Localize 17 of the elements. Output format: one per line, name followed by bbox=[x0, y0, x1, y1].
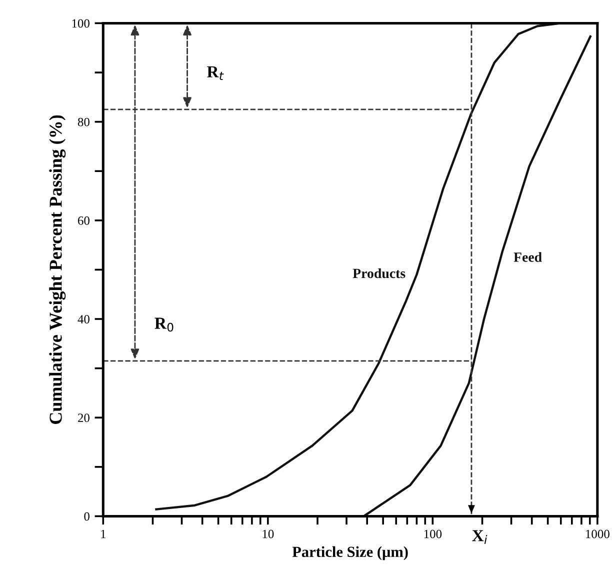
x-tick-label: 100 bbox=[424, 530, 442, 538]
x-tick-label: 1 bbox=[101, 530, 106, 538]
y-tick-label: 40 bbox=[78, 315, 90, 324]
y-axis-title: Cumulative Weight Percent Passing (%) bbox=[49, 115, 66, 424]
y-tick-label: 0 bbox=[84, 512, 90, 521]
x-tick-label: 10 bbox=[262, 530, 274, 538]
y-tick-label: 20 bbox=[78, 414, 90, 422]
y-tick-label: 100 bbox=[72, 19, 90, 28]
y-tick-label: 80 bbox=[78, 118, 90, 126]
ref-line-label: X$_{i}$ bbox=[472, 530, 488, 544]
annotation: R$_{t}$ bbox=[206, 66, 224, 80]
x-tick-label: 1000 bbox=[586, 530, 610, 538]
y-tick-label: 60 bbox=[78, 216, 90, 225]
series-label: Products bbox=[352, 268, 406, 278]
series-label: Feed bbox=[514, 252, 542, 262]
x-axis-title: Particle Size (μm) bbox=[292, 546, 408, 560]
annotation: R$_{0}$ bbox=[154, 318, 174, 332]
